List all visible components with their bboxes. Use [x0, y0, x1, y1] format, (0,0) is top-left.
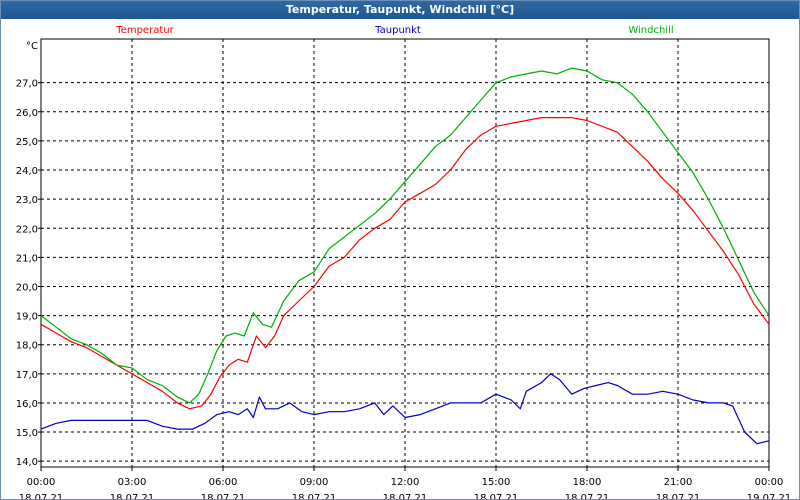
x-tick-label-date: 19.07.21: [747, 493, 792, 499]
x-tick-label-date: 18.07.21: [19, 493, 64, 499]
y-tick-label: 18,0: [16, 341, 38, 352]
x-tick-label-date: 18.07.21: [292, 493, 337, 499]
x-tick-label-date: 18.07.21: [565, 493, 610, 499]
y-tick-label: 16,0: [16, 399, 38, 410]
x-tick-label-time: 18:00: [573, 477, 602, 488]
y-tick-label: 19,0: [16, 312, 38, 323]
y-tick-label: 25,0: [16, 137, 38, 148]
x-tick-label-time: 12:00: [391, 477, 420, 488]
y-tick-label: 26,0: [16, 108, 38, 119]
legend-entry: Taupunkt: [374, 25, 421, 36]
x-tick-label-date: 18.07.21: [110, 493, 155, 499]
x-tick-label-time: 03:00: [118, 477, 147, 488]
x-tick-label-date: 18.07.21: [383, 493, 428, 499]
y-tick-label: 23,0: [16, 195, 38, 206]
legend-entry: Windchill: [628, 25, 673, 36]
y-tick-label: 20,0: [16, 282, 38, 293]
series-line-taupunkt: [40, 373, 770, 445]
series-line-temperatur: [40, 116, 770, 410]
y-tick-label: 22,0: [16, 224, 38, 235]
x-tick-label-time: 06:00: [209, 477, 238, 488]
x-tick-label-time: 09:00: [300, 477, 329, 488]
y-tick-label: 27,0: [16, 79, 38, 90]
y-tick-label: 21,0: [16, 253, 38, 264]
y-tick-label: 14,0: [16, 457, 38, 468]
x-tick-label-time: 00:00: [27, 477, 56, 488]
x-tick-label-date: 18.07.21: [656, 493, 701, 499]
x-tick-label-date: 18.07.21: [201, 493, 246, 499]
x-tick-label-time: 15:00: [482, 477, 511, 488]
y-tick-label: 17,0: [16, 370, 38, 381]
y-tick-label: 15,0: [16, 428, 38, 439]
legend-entry: Temperatur: [115, 25, 174, 36]
window-title: Temperatur, Taupunkt, Windchill [°C]: [1, 1, 799, 19]
x-tick-label-date: 18.07.21: [474, 493, 519, 499]
series-line-windchill: [40, 67, 770, 404]
x-tick-label-time: 21:00: [664, 477, 693, 488]
y-tick-label: 24,0: [16, 166, 38, 177]
y-axis-label: °C: [26, 41, 38, 52]
line-chart: 14,0 15,0 16,0 17,0 18,0 19,0 20,0 21,0 22,0 23,0…: [16, 25, 792, 499]
x-tick-label-time: 00:00: [755, 477, 784, 488]
